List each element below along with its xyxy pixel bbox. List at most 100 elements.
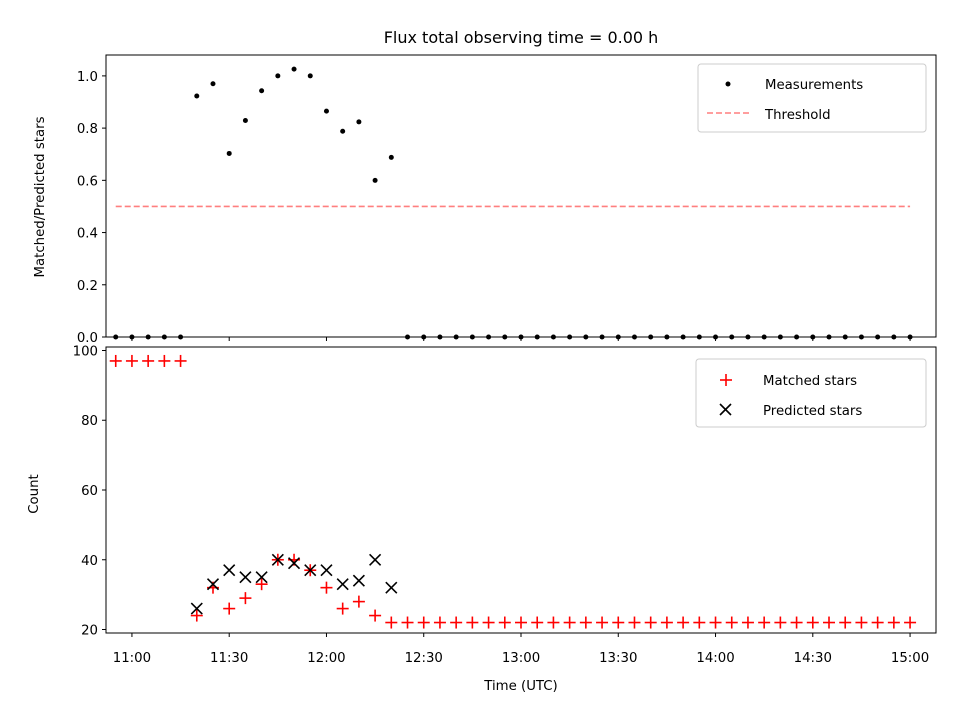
predicted-star-point xyxy=(385,581,398,594)
matched-star-point xyxy=(417,616,430,629)
y-tick-label-count: 40 xyxy=(81,554,98,569)
legend-box-bottom xyxy=(695,358,927,428)
predicted-star-point xyxy=(304,564,317,577)
x-tick-label: 13:00 xyxy=(502,651,540,666)
matched-star-point xyxy=(352,595,365,608)
predicted-star-point xyxy=(255,571,268,584)
legend-marker-matched xyxy=(720,374,732,386)
measurement-point xyxy=(291,66,297,72)
y-tick-label-ratio: 1.0 xyxy=(77,70,98,85)
y-axis-label-ratio: Matched/Predicted stars xyxy=(33,116,48,277)
measurement-point xyxy=(210,81,216,87)
predicted-star-point xyxy=(271,553,284,566)
matched-star-point xyxy=(239,592,252,605)
predicted-star-point xyxy=(352,574,365,587)
y-axis-label-count: Count xyxy=(27,474,42,514)
x-tick-label: 13:30 xyxy=(599,651,637,666)
matched-star-point xyxy=(596,616,609,629)
matched-star-point xyxy=(433,616,446,629)
matched-star-point xyxy=(904,616,917,629)
count-panel: Count Time (UTC) 20 40 60 80 100 11:00 11:30 12… xyxy=(27,344,937,694)
y-tick-label-count: 20 xyxy=(81,624,98,639)
matched-star-point xyxy=(790,616,803,629)
predicted-star-point xyxy=(287,557,301,570)
plot-frame-top xyxy=(105,54,937,338)
matched-star-point xyxy=(142,354,155,367)
matched-star-point xyxy=(320,581,333,594)
x-tick-label: 14:30 xyxy=(794,651,832,666)
matched-star-point xyxy=(385,616,398,629)
measurement-point xyxy=(340,128,346,134)
legend-label-matched: Matched stars xyxy=(763,374,857,389)
measurement-point xyxy=(323,108,329,114)
measurement-point xyxy=(388,154,394,160)
matched-star-point xyxy=(871,616,884,629)
matched-star-point xyxy=(741,616,754,629)
matched-star-point xyxy=(758,616,771,629)
matched-star-point xyxy=(612,616,625,629)
ratio-panel: Flux total observing time = 0.00 h Match… xyxy=(33,28,937,346)
matched-star-point xyxy=(563,616,576,629)
matched-star-point xyxy=(223,602,236,615)
matched-star-point xyxy=(839,616,852,629)
matched-star-point xyxy=(855,616,868,629)
legend-label-measurements: Measurements xyxy=(765,78,863,93)
measurement-point xyxy=(259,88,265,94)
predicted-star-point xyxy=(206,578,220,591)
matched-star-point xyxy=(644,616,657,629)
matched-star-point xyxy=(806,616,819,629)
y-tick-label-ratio: 0.6 xyxy=(77,174,98,189)
matched-star-point xyxy=(628,616,641,629)
measurement-point xyxy=(372,177,378,183)
legend-bottom: Matched stars Predicted stars xyxy=(695,358,927,428)
matched-star-point xyxy=(336,602,349,615)
measurement-point xyxy=(242,118,248,124)
measurement-point xyxy=(356,119,362,125)
matched-star-point xyxy=(174,354,187,367)
x-tick-label: 14:00 xyxy=(696,651,734,666)
matched-star-point xyxy=(190,609,203,622)
matched-star-point xyxy=(579,616,592,629)
legend-marker-predicted xyxy=(719,403,732,416)
matched-star-point xyxy=(125,354,138,367)
x-tick-label: 11:30 xyxy=(210,651,248,666)
matched-star-point xyxy=(660,616,673,629)
matched-star-point xyxy=(369,609,382,622)
matched-star-point xyxy=(482,616,495,629)
x-tick-label: 12:00 xyxy=(307,651,345,666)
y-tick-label-ratio: 0.2 xyxy=(77,279,98,294)
y-tick-label-count: 80 xyxy=(81,414,98,429)
legend-marker-measurements xyxy=(725,81,731,87)
matched-star-point xyxy=(466,616,479,629)
predicted-star-point xyxy=(369,553,382,566)
matched-star-point xyxy=(498,616,511,629)
plot-frame-bottom xyxy=(105,346,937,634)
matched-star-point xyxy=(677,616,690,629)
measurement-point xyxy=(194,93,200,99)
matched-star-point xyxy=(531,616,544,629)
matched-star-point xyxy=(709,616,722,629)
legend-box-top xyxy=(697,63,927,133)
x-tick-label: 11:00 xyxy=(113,651,151,666)
legend-label-predicted: Predicted stars xyxy=(763,404,862,419)
measurement-point xyxy=(275,73,281,79)
matched-star-point xyxy=(693,616,706,629)
x-axis-label: Time (UTC) xyxy=(483,679,558,694)
measurement-point xyxy=(226,150,232,156)
predicted-star-point xyxy=(223,564,236,577)
y-tick-label-ratio: 0.4 xyxy=(77,227,98,242)
predicted-star-point xyxy=(320,564,333,577)
matched-star-point xyxy=(725,616,738,629)
matched-star-point xyxy=(515,616,527,629)
predicted-star-point xyxy=(239,571,252,584)
matched-star-point xyxy=(547,616,560,629)
y-tick-label-ratio: 0.8 xyxy=(77,122,98,137)
matched-star-point xyxy=(887,616,900,629)
matched-star-point xyxy=(774,616,787,629)
matched-star-point xyxy=(255,578,268,591)
matched-star-point xyxy=(450,616,463,629)
predicted-star-point xyxy=(336,578,349,591)
legend-label-threshold: Threshold xyxy=(764,108,831,123)
y-tick-label-count: 60 xyxy=(81,484,98,499)
